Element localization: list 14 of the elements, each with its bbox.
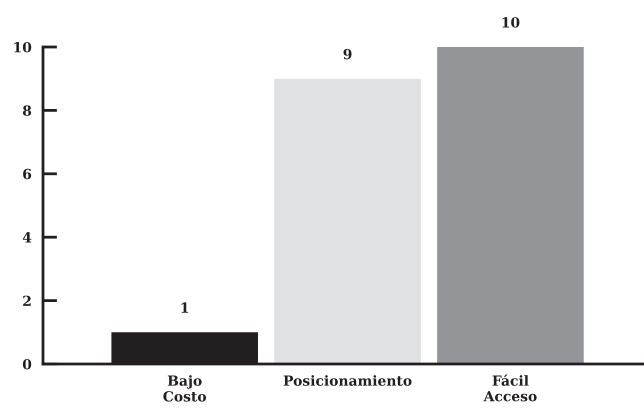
y-tick-label: 4 <box>22 232 32 242</box>
data-label: 1 <box>182 302 188 313</box>
y-tick-label: 0 <box>22 358 32 370</box>
bar <box>437 47 584 364</box>
y-tick-label: 2 <box>23 296 31 306</box>
data-label: 9 <box>343 48 352 60</box>
y-tick-label: 8 <box>22 105 32 116</box>
x-tick-label: Posicionamiento <box>284 375 412 386</box>
y-tick-label: 10 <box>14 42 32 52</box>
data-label: 10 <box>502 17 520 28</box>
y-tick-label: 6 <box>23 168 32 180</box>
bar <box>274 78 421 364</box>
x-tick-label: Fácil Acceso <box>484 374 537 402</box>
x-tick-label: Bajo Costo <box>163 375 206 402</box>
